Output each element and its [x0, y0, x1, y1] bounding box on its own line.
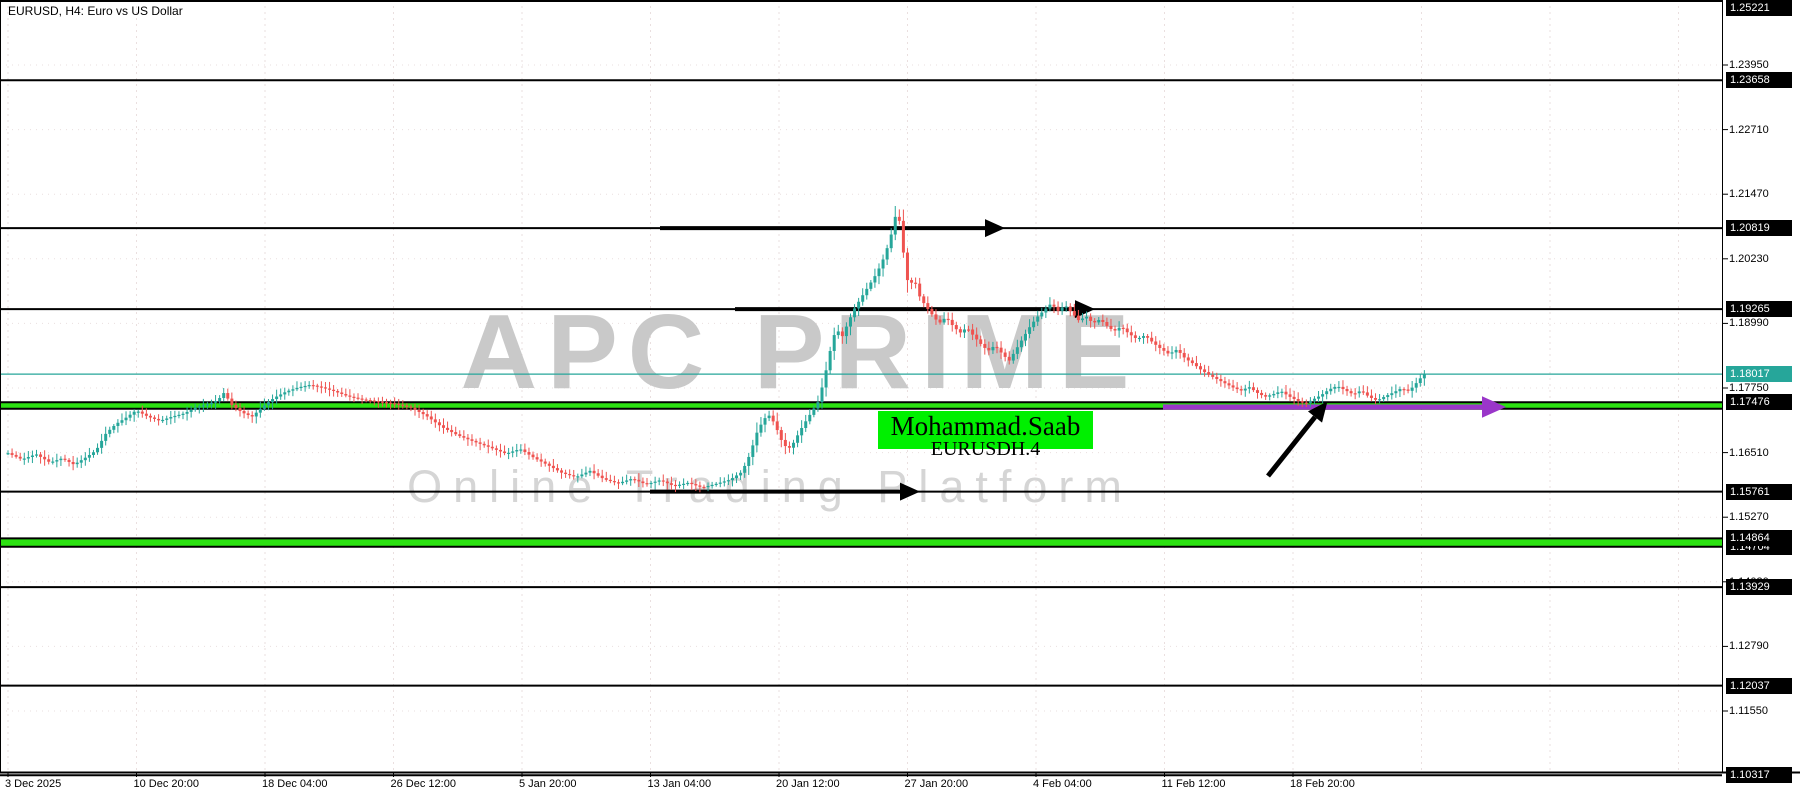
price-object-label: 1.14864 — [1726, 530, 1792, 547]
grid-lines — [0, 0, 1722, 772]
chart-objects[interactable] — [0, 0, 1722, 777]
time-axis-label: 27 Jan 20:00 — [904, 778, 969, 790]
annotation-label[interactable]: Mohammad.Saab — [878, 411, 1093, 449]
price-object-label: 1.25221 — [1726, 0, 1792, 16]
price-band-2[interactable] — [0, 538, 1722, 547]
price-object-label: 1.13929 — [1726, 579, 1792, 596]
time-axis-label: 18 Feb 20:00 — [1290, 778, 1355, 790]
price-object-label: 1.20819 — [1726, 220, 1792, 237]
price-grid-label: 1.21470 — [1729, 188, 1769, 201]
time-axis-label: 18 Dec 04:00 — [262, 778, 328, 790]
time-axis-label: 13 Jan 04:00 — [647, 778, 712, 790]
time-axis-label: 10 Dec 20:00 — [133, 778, 199, 790]
time-axis-label: 3 Dec 2025 — [5, 778, 62, 790]
time-axis-label: 5 Jan 20:00 — [519, 778, 577, 790]
price-band-1[interactable] — [0, 402, 1722, 409]
price-grid-label: 1.17750 — [1729, 382, 1769, 394]
price-object-label: 1.12037 — [1726, 677, 1792, 694]
price-object-label: 1.10317 — [1726, 767, 1792, 784]
price-object-label: 1.17476 — [1726, 394, 1792, 411]
time-axis-label: 20 Jan 12:00 — [776, 778, 840, 790]
annotation-name: Mohammad.Saab — [890, 411, 1081, 441]
price-grid-label: 1.18990 — [1729, 317, 1769, 330]
time-axis-label: 4 Feb 04:00 — [1033, 778, 1092, 790]
axis-frame — [0, 0, 1800, 777]
current-price-label: 1.18017 — [1726, 366, 1792, 383]
time-axis-label: 11 Feb 12:00 — [1161, 778, 1226, 790]
price-grid-label: 1.15270 — [1729, 511, 1769, 524]
price-object-label: 1.19265 — [1726, 301, 1792, 318]
price-grid-label: 1.11550 — [1729, 705, 1768, 717]
price-grid-label: 1.20230 — [1729, 252, 1769, 265]
diagonal-arrow[interactable] — [1266, 415, 1317, 478]
price-grid-label: 1.12790 — [1729, 640, 1769, 653]
candlesticks — [6, 205, 1426, 493]
time-axis-label: 26 Dec 12:00 — [390, 778, 456, 790]
price-grid-label: 1.16510 — [1729, 446, 1769, 459]
price-object-label: 1.23658 — [1726, 72, 1792, 89]
watermark-tagline: Online Trading Platform — [407, 461, 1133, 512]
price-grid-label: 1.23950 — [1729, 59, 1769, 71]
price-grid-label: 1.22710 — [1729, 123, 1769, 136]
chart-title: EURUSD, H4: Euro vs US Dollar — [8, 4, 183, 18]
annotation-subtitle: EURUSDH.4 — [930, 438, 1041, 460]
price-object-label: 1.15761 — [1726, 483, 1792, 500]
